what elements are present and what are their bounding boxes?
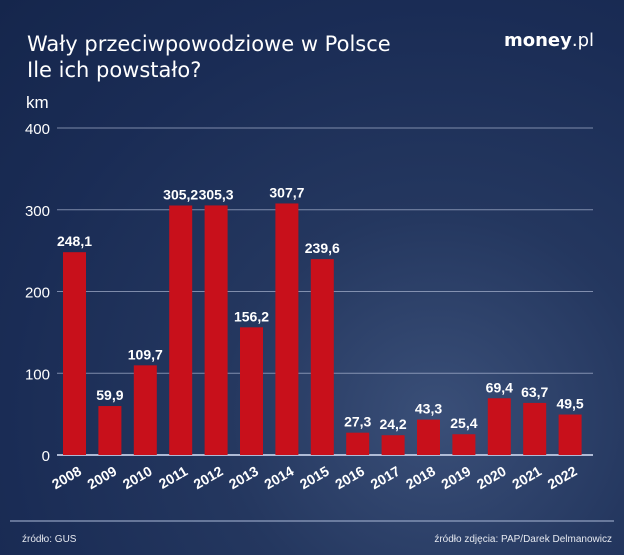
x-tick-label: 2017 <box>368 463 403 493</box>
data-label: 305,2 <box>163 186 198 202</box>
x-tick-label: 2008 <box>49 463 84 493</box>
y-tick-label: 300 <box>25 203 50 220</box>
data-label: 69,4 <box>486 379 513 395</box>
x-tick-label: 2018 <box>403 463 438 493</box>
bar <box>346 432 370 455</box>
data-label: 63,7 <box>521 384 548 400</box>
data-label: 49,5 <box>556 396 583 412</box>
y-axis-unit: km <box>26 93 49 112</box>
bar <box>523 402 547 455</box>
y-tick-label: 400 <box>25 121 50 138</box>
x-tick-label: 2011 <box>156 463 190 492</box>
x-tick-label: 2020 <box>474 463 509 493</box>
x-tick-label: 2009 <box>84 463 119 493</box>
bar <box>133 365 157 455</box>
x-tick-label: 2013 <box>226 463 261 493</box>
y-tick-label: 200 <box>25 285 50 302</box>
data-label: 27,3 <box>344 414 371 430</box>
data-label: 43,3 <box>415 401 442 417</box>
bar <box>558 414 582 455</box>
x-tick-label: 2014 <box>261 463 296 493</box>
data-label: 239,6 <box>305 240 340 256</box>
bar <box>452 434 476 455</box>
data-label: 305,3 <box>199 186 234 202</box>
data-label: 59,9 <box>96 387 123 403</box>
x-tick-label: 2019 <box>438 463 473 493</box>
x-tick-label: 2015 <box>297 463 332 493</box>
y-tick-label: 0 <box>42 448 50 465</box>
x-tick-label: 2022 <box>545 463 580 493</box>
bar <box>63 252 86 455</box>
bar <box>417 419 440 455</box>
bar <box>381 435 405 455</box>
x-tick-label: 2010 <box>120 463 155 493</box>
bar <box>487 398 511 455</box>
bar <box>169 205 193 455</box>
footer-divider <box>10 520 614 522</box>
x-tick-label: 2012 <box>191 463 226 493</box>
bar <box>275 203 299 455</box>
chart-title: Wały przeciwpowodziowe w Polsce <box>27 32 391 56</box>
bar <box>98 406 122 455</box>
data-label: 109,7 <box>128 346 163 362</box>
data-label: 156,2 <box>234 308 269 324</box>
x-tick-label: 2021 <box>509 463 544 493</box>
data-label: 307,7 <box>269 184 304 200</box>
data-label: 24,2 <box>379 416 406 432</box>
data-source: źródło: GUS <box>22 534 77 545</box>
bar <box>204 205 228 455</box>
bar <box>240 327 263 455</box>
y-tick-label: 100 <box>25 366 50 383</box>
bar <box>310 259 334 455</box>
data-label: 25,4 <box>450 415 477 431</box>
x-tick-label: 2016 <box>332 463 367 493</box>
money-pl-logo: money.pl <box>503 30 594 51</box>
chart-subtitle: Ile ich powstało? <box>27 58 202 82</box>
data-label: 248,1 <box>57 233 92 249</box>
photo-source: źródło zdjęcia: PAP/Darek Delmanowicz <box>434 534 612 545</box>
